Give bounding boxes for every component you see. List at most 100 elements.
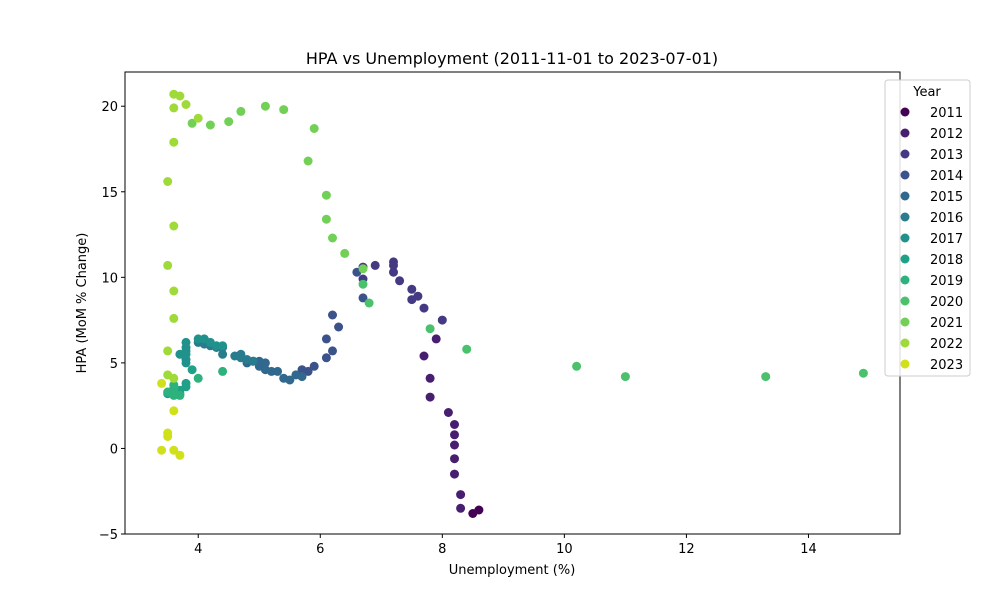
scatter-point <box>279 373 289 383</box>
legend-entry-label: 2021 <box>930 316 963 331</box>
scatter-point <box>858 368 868 378</box>
scatter-point <box>340 248 350 258</box>
scatter-point <box>169 380 179 390</box>
scatter-point <box>419 351 429 361</box>
scatter-point <box>334 322 344 332</box>
legend-title: Year <box>912 85 941 100</box>
scatter-point <box>468 509 478 518</box>
legend-entry-label: 2011 <box>930 106 963 121</box>
legend-entry-label: 2020 <box>930 295 963 310</box>
legend-entry-label: 2016 <box>930 211 963 226</box>
scatter-point <box>389 267 398 277</box>
scatter-point <box>425 373 435 383</box>
scatter-point <box>413 291 423 301</box>
scatter-point <box>328 346 337 356</box>
scatter-point <box>450 420 459 429</box>
scatter-point <box>328 233 337 243</box>
legend-marker <box>900 233 910 243</box>
x-tick-label: 6 <box>316 542 324 557</box>
legend-entry-label: 2018 <box>930 253 963 268</box>
y-tick-label: 20 <box>101 100 118 115</box>
scatter-point <box>321 214 331 224</box>
scatter-point <box>462 344 472 354</box>
scatter-point <box>175 390 185 400</box>
chart-title: HPA vs Unemployment (2011-11-01 to 2023-… <box>306 49 718 68</box>
scatter-point <box>456 490 466 500</box>
x-tick-label: 10 <box>556 542 573 557</box>
scatter-point <box>187 365 197 375</box>
legend-marker <box>900 338 910 348</box>
y-tick-label: 5 <box>110 357 118 372</box>
scatter-point <box>291 370 301 380</box>
x-tick-label: 8 <box>438 542 446 557</box>
legend-marker <box>900 149 910 159</box>
x-tick-label: 4 <box>194 542 202 557</box>
scatter-point <box>169 313 179 323</box>
scatter-point <box>761 372 771 382</box>
legend-marker <box>900 317 910 327</box>
x-tick-label: 14 <box>800 542 817 557</box>
scatter-point <box>321 190 331 200</box>
scatter-point <box>572 361 582 371</box>
scatter-point <box>205 120 215 130</box>
scatter-point <box>169 406 179 416</box>
scatter-point <box>450 454 459 464</box>
scatter-point <box>230 351 240 361</box>
scatter-point <box>169 103 179 113</box>
scatter-point <box>620 372 630 382</box>
scatter-point <box>187 118 197 128</box>
scatter-point <box>321 353 331 363</box>
scatter-point <box>456 503 466 513</box>
scatter-point <box>419 303 429 313</box>
scatter-point <box>169 286 179 296</box>
legend-entry-label: 2013 <box>930 148 963 163</box>
scatter-point <box>169 137 179 147</box>
y-tick-label: 0 <box>110 442 118 457</box>
legend-marker <box>900 170 910 180</box>
scatter-point <box>169 373 179 383</box>
scatter-point <box>309 361 319 371</box>
scatter-point <box>395 276 405 286</box>
scatter-point <box>431 334 441 344</box>
x-tick-label: 12 <box>678 542 695 557</box>
legend-marker <box>900 359 910 369</box>
legend-marker <box>900 107 910 117</box>
legend-entry-label: 2012 <box>930 127 963 142</box>
legend-marker <box>900 128 910 138</box>
y-tick-label: 15 <box>101 186 118 201</box>
scatter-point <box>370 260 380 270</box>
scatter-point <box>450 440 459 450</box>
scatter-point <box>218 366 228 376</box>
scatter-point <box>328 310 337 320</box>
scatter-point <box>169 445 179 455</box>
scatter-point <box>157 378 167 388</box>
scatter-point <box>163 177 173 186</box>
scatter-point <box>358 264 368 274</box>
y-axis-label: HPA (MoM % Change) <box>75 233 90 374</box>
scatter-point <box>218 349 228 359</box>
scatter-point <box>260 101 270 111</box>
scatter-point <box>321 334 331 344</box>
scatter-point <box>181 358 191 368</box>
scatter-point <box>450 430 459 440</box>
scatter-point <box>358 293 368 303</box>
legend-marker <box>900 254 910 264</box>
x-axis-label: Unemployment (%) <box>449 563 576 578</box>
scatter-point <box>236 106 246 116</box>
scatter-point <box>389 260 398 270</box>
scatter-point <box>163 432 173 441</box>
scatter-point <box>163 346 173 356</box>
legend: Year 2011 2012 2013 2014 2015 2016 2017 2018 201… <box>884 79 971 377</box>
scatter-point <box>303 156 313 166</box>
scatter-point <box>279 105 289 115</box>
scatter-point <box>450 469 459 479</box>
scatter-point <box>157 445 167 455</box>
legend-entry-label: 2017 <box>930 232 963 247</box>
legend-marker <box>900 191 910 201</box>
scatter-point <box>443 408 453 417</box>
scatter-point <box>169 89 179 99</box>
legend-entry-label: 2023 <box>930 358 963 373</box>
scatter-point <box>358 279 368 289</box>
scatter-point <box>193 373 203 383</box>
